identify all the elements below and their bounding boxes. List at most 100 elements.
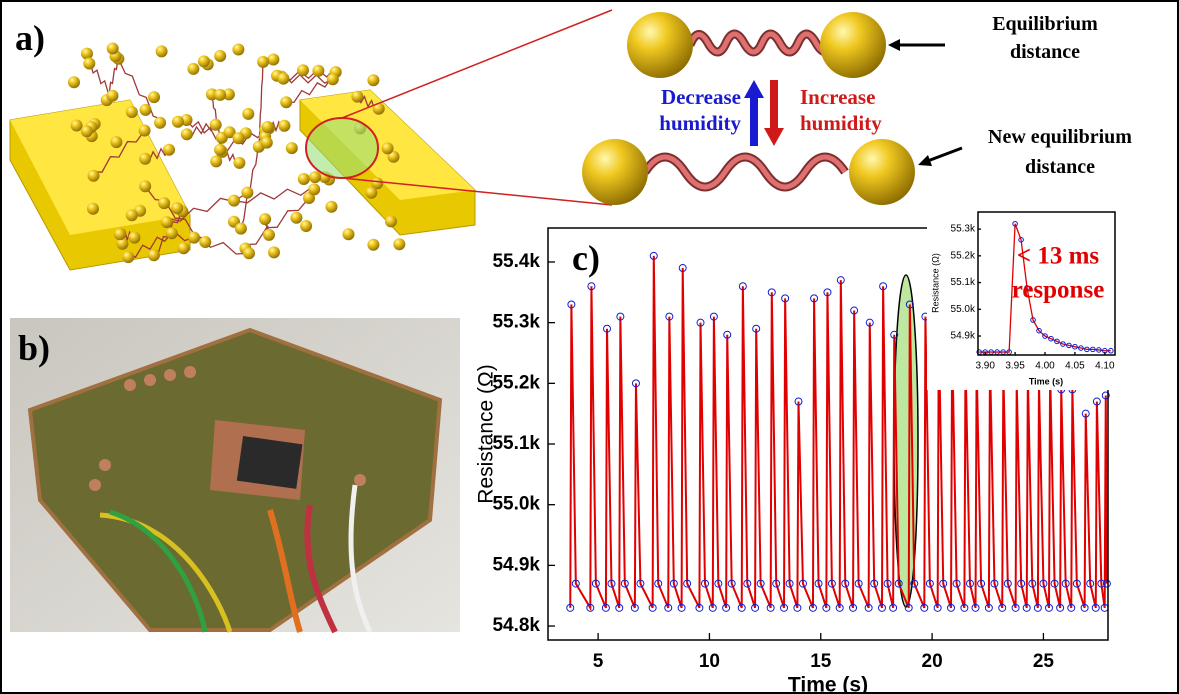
data-point <box>722 603 731 612</box>
nanoparticle <box>197 55 210 68</box>
nanoparticle <box>128 231 141 244</box>
linker <box>127 232 173 259</box>
data-point <box>947 603 956 612</box>
data-point <box>990 579 999 588</box>
wire <box>109 509 208 633</box>
data-point <box>1022 603 1031 612</box>
linker <box>282 73 334 84</box>
nanoparticle <box>180 128 193 141</box>
wire <box>267 509 303 633</box>
data-point <box>1050 579 1059 588</box>
wire <box>304 504 338 634</box>
nanoparticle <box>849 139 915 205</box>
nanoparticle <box>285 142 298 155</box>
data-point <box>1092 397 1101 406</box>
data-point <box>1048 335 1054 342</box>
nanoparticle <box>312 64 325 77</box>
data-point <box>766 603 775 612</box>
nanoparticle <box>148 91 160 104</box>
data-point <box>1056 603 1065 612</box>
data-point <box>1097 579 1106 588</box>
nanoparticle <box>365 186 378 199</box>
nanoparticle <box>122 251 135 264</box>
panel-label: c) <box>572 238 600 278</box>
data-point <box>1067 603 1076 612</box>
nanoparticle <box>303 192 315 204</box>
data-point <box>925 579 934 588</box>
nanoparticle <box>582 139 648 205</box>
data-point <box>1080 603 1089 612</box>
data-point <box>636 579 645 588</box>
linker <box>186 119 223 140</box>
data-point <box>566 603 575 612</box>
nanoparticle <box>372 102 385 115</box>
data-point <box>727 579 736 588</box>
nanoparticle <box>371 177 384 190</box>
x-tick-label: 3.95 <box>1005 361 1025 372</box>
y-tick-label: 55.2k <box>951 250 976 261</box>
diagram-label: humidity <box>659 111 741 135</box>
data-point <box>965 579 974 588</box>
pad <box>354 474 366 486</box>
data-point <box>952 579 961 588</box>
pointer-arrow-head <box>918 155 932 166</box>
data-point <box>620 579 629 588</box>
y-axis-title: Resistance (Ω) <box>930 253 940 313</box>
zoom-circle <box>305 117 379 179</box>
data-point <box>591 579 600 588</box>
data-point <box>971 603 980 612</box>
data-point <box>905 300 914 309</box>
y-tick-label: 55.1k <box>951 277 976 288</box>
data-point <box>939 579 948 588</box>
nanoparticle <box>290 211 303 224</box>
y-tick-label: 55.2k <box>492 372 540 393</box>
x-tick-label: 10 <box>699 651 720 672</box>
nanoparticle <box>188 231 200 244</box>
data-point <box>841 579 850 588</box>
data-point <box>1091 603 1100 612</box>
y-tick-label: 55.0k <box>492 494 540 515</box>
data-point <box>683 579 692 588</box>
nanoparticle <box>147 249 160 262</box>
linker <box>117 58 161 120</box>
data-point <box>1018 236 1024 243</box>
nanoparticle <box>309 171 321 184</box>
nanoparticle <box>80 125 93 138</box>
data-point <box>798 579 807 588</box>
data-point <box>677 603 686 612</box>
linker <box>642 154 848 190</box>
data-point <box>737 603 746 612</box>
nanoparticle <box>139 103 152 116</box>
data-point <box>894 579 903 588</box>
data-point <box>910 579 919 588</box>
inset-background <box>927 188 1120 390</box>
nanoparticle <box>381 142 394 155</box>
data-point <box>571 579 580 588</box>
nanoparticle <box>209 118 222 131</box>
data-point <box>814 579 823 588</box>
nanoparticle <box>385 215 397 228</box>
data-point <box>756 579 765 588</box>
data-point <box>1054 338 1060 345</box>
nanoparticle <box>70 119 83 132</box>
diagram-label: Decrease <box>661 85 741 109</box>
x-tick-label: 3.90 <box>975 361 995 372</box>
pad <box>164 369 176 381</box>
nanoparticle <box>277 72 290 85</box>
data-point <box>883 579 892 588</box>
nanoparticle <box>106 42 119 55</box>
linker <box>687 31 837 55</box>
data-point <box>933 603 942 612</box>
diagram-label: New equilibrium <box>988 126 1132 148</box>
arrow-up-head <box>744 80 764 98</box>
data-point <box>678 264 687 273</box>
nanoparticle <box>393 238 406 251</box>
nanoparticle <box>83 57 96 70</box>
data-point <box>751 603 760 612</box>
data-point <box>1033 603 1042 612</box>
data-point <box>654 579 663 588</box>
linker <box>281 67 337 81</box>
data-point <box>890 330 899 339</box>
nanoparticle <box>214 50 227 62</box>
